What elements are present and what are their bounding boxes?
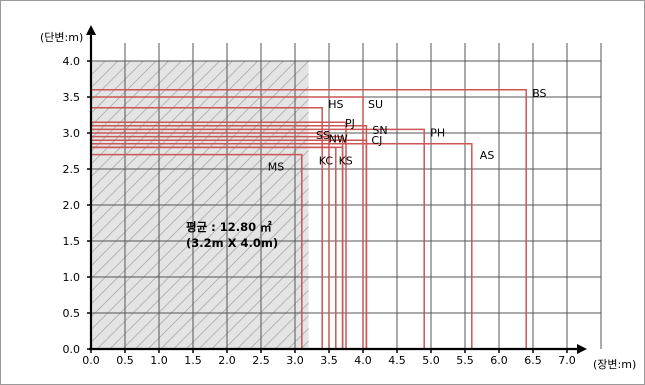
x-tick-label: 3.0 [286,354,304,367]
x-tick-label: 6.5 [524,354,542,367]
overlap-area [91,155,302,349]
x-tick-label: 2.5 [252,354,270,367]
x-tick-label: 6.0 [490,354,508,367]
average-annotation-line1: 평균 : 12.80 ㎡ [186,220,272,234]
series-label-cj: CJ [371,134,382,147]
y-tick-label: 0.5 [63,307,81,320]
series-label-ph: PH [430,126,445,139]
y-axis-label: (단변:m) [40,31,83,44]
y-tick-label: 1.0 [63,271,81,284]
x-tick-label: 3.5 [320,354,338,367]
y-tick-label: 2.5 [63,163,81,176]
x-tick-label: 5.5 [456,354,474,367]
y-tick-label: 3.0 [63,127,81,140]
series-label-kc: KC [319,154,334,167]
series-label-pj: PJ [345,117,355,130]
series-label-bs: BS [532,87,546,100]
x-axis-label: (장변:m) [593,358,636,371]
series-label-hs: HS [328,98,343,111]
x-tick-label: 2.0 [218,354,236,367]
series-label-nw: NW [329,133,348,146]
series-label-as: AS [480,149,495,162]
y-tick-label: 0.0 [63,343,81,356]
x-tick-label: 0.0 [82,354,100,367]
x-tick-label: 1.0 [150,354,168,367]
y-tick-label: 1.5 [63,235,81,248]
x-tick-label: 5.0 [422,354,440,367]
x-tick-label: 0.5 [116,354,134,367]
series-label-ks: KS [339,154,353,167]
y-tick-label: 3.5 [63,91,81,104]
x-tick-label: 4.5 [388,354,406,367]
series-label-ms: MS [268,161,284,174]
average-annotation-line2: (3.2m X 4.0m) [186,236,278,250]
x-tick-label: 1.5 [184,354,202,367]
x-tick-label: 4.0 [354,354,372,367]
series-label-su: SU [368,98,383,111]
x-tick-label: 7.0 [558,354,576,367]
y-tick-label: 2.0 [63,199,81,212]
y-tick-label: 4.0 [63,55,81,68]
